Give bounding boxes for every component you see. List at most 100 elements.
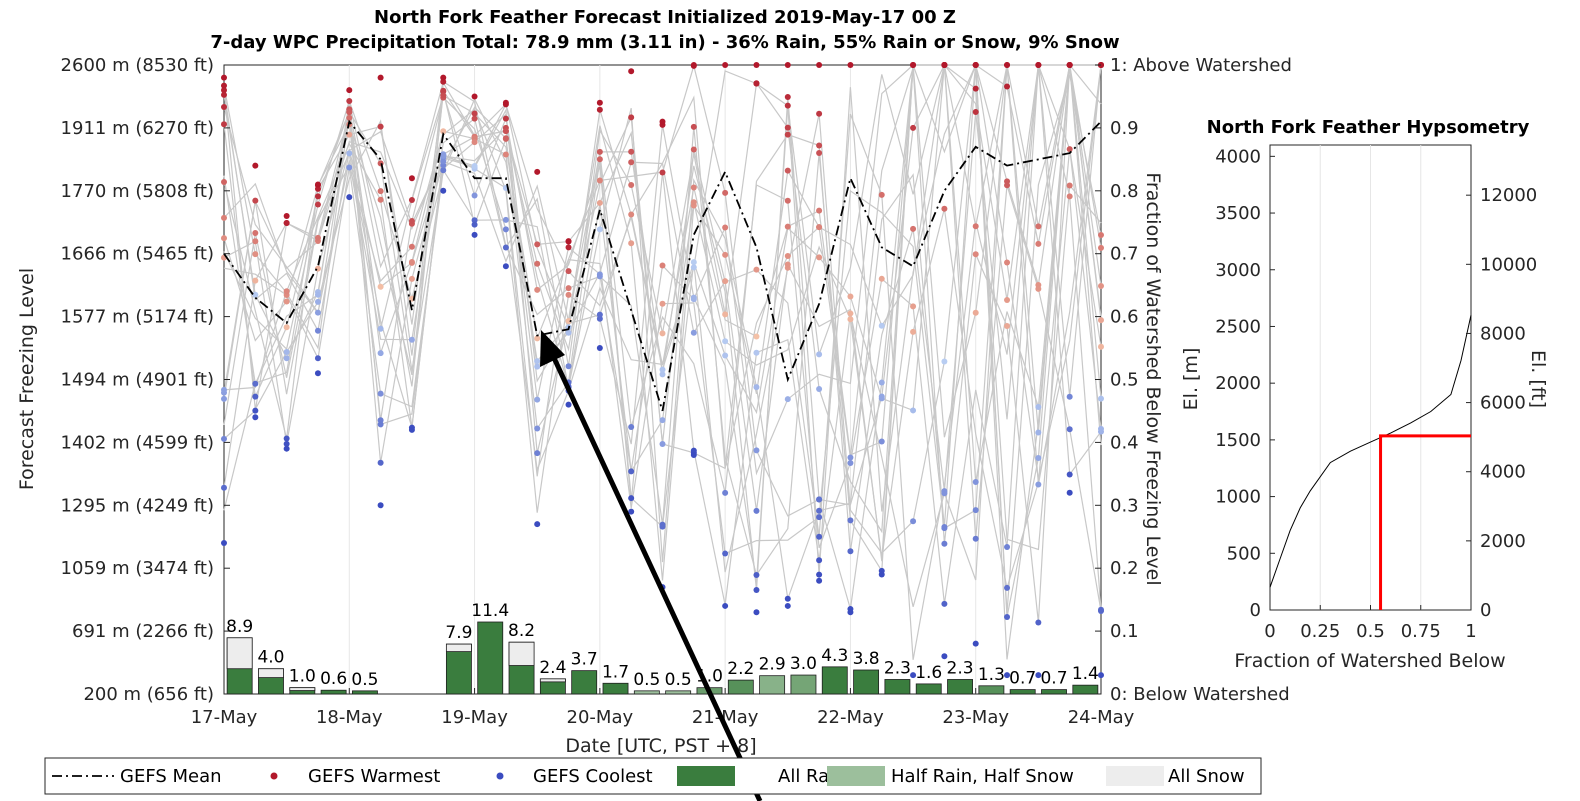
ensemble-member-point bbox=[565, 317, 572, 324]
ensemble-member-point bbox=[534, 358, 541, 365]
precip-bar-label: 1.6 bbox=[915, 663, 942, 683]
gefs-coolest-point bbox=[722, 602, 729, 609]
precip-bar bbox=[665, 690, 692, 695]
x-tick-label: 22-May bbox=[817, 707, 884, 728]
ensemble-member-point bbox=[377, 283, 384, 290]
gefs-warmest-point bbox=[502, 99, 509, 106]
ensemble-member-point bbox=[377, 325, 384, 332]
precip-bar-label: 1.4 bbox=[1072, 664, 1099, 684]
ensemble-member-point bbox=[659, 417, 666, 424]
hypsometry-x-tick-label: 1 bbox=[1465, 621, 1476, 642]
ensemble-member-point bbox=[722, 352, 729, 359]
freezing-level-plot: 8.94.01.0 0.6 0.57.911.48.22.4 3.71.7 0.5 0.5… bbox=[16, 55, 1292, 757]
gefs-coolest-point bbox=[878, 571, 885, 578]
ensemble-member-point bbox=[784, 131, 791, 138]
ensemble-member-point bbox=[408, 196, 415, 203]
ensemble-member-point bbox=[502, 151, 509, 158]
ensemble-member-point bbox=[534, 425, 541, 432]
hypsometry-grid bbox=[1319, 145, 1422, 610]
ensemble-member-point bbox=[659, 169, 666, 176]
ensemble-member-point bbox=[753, 349, 760, 356]
ensemble-member-point bbox=[1035, 619, 1042, 626]
gefs-coolest-point bbox=[972, 640, 979, 647]
ensemble-member-point bbox=[283, 440, 290, 447]
ensemble-member-point bbox=[784, 396, 791, 403]
ensemble-member-point bbox=[941, 358, 948, 365]
ensemble-member-point bbox=[722, 338, 729, 345]
ensemble-member-point bbox=[565, 268, 572, 275]
ensemble-member-point bbox=[722, 224, 729, 231]
precip-bar-snow bbox=[508, 641, 535, 666]
ensemble-member-point bbox=[847, 310, 854, 317]
ensemble-member-point bbox=[816, 207, 823, 214]
ensemble-member-point bbox=[1035, 455, 1042, 462]
ensemble-member-point bbox=[221, 87, 227, 94]
right-tick-label: 0.9 bbox=[1110, 118, 1139, 139]
hypsometry-curve bbox=[1269, 314, 1472, 610]
left-tick-label: 1577 m (5174 ft) bbox=[61, 307, 214, 328]
ensemble-member-point bbox=[221, 386, 227, 393]
ensemble-member-point bbox=[910, 124, 917, 131]
ensemble-member-point bbox=[847, 454, 854, 461]
ensemble-member-point bbox=[784, 124, 791, 131]
ensemble-member-point bbox=[1098, 232, 1104, 239]
gefs-coolest-point bbox=[534, 521, 541, 528]
hypsometry-x-tick-label: 0.25 bbox=[1300, 621, 1340, 642]
ensemble-member-point bbox=[816, 557, 823, 564]
gefs-coolest-point bbox=[1066, 489, 1073, 496]
ensemble-member-point bbox=[910, 62, 917, 68]
ensemble-member-point bbox=[878, 191, 885, 198]
gefs-coolest-point bbox=[784, 602, 791, 609]
ensemble-member-point bbox=[346, 98, 353, 105]
hypsometry-x-label: Fraction of Watershed Below bbox=[1234, 650, 1505, 672]
ensemble-member-point bbox=[1035, 285, 1042, 292]
left-tick-label: 1666 m (5465 ft) bbox=[61, 244, 214, 265]
ensemble-member-point bbox=[377, 417, 384, 424]
ensemble-member-point bbox=[972, 251, 979, 258]
precip-bar-label: 3.0 bbox=[790, 654, 817, 674]
x-tick-label: 20-May bbox=[567, 707, 634, 728]
hypsometry-title: North Fork Feather Hypsometry bbox=[1207, 117, 1530, 138]
ensemble-member-point bbox=[722, 550, 729, 557]
ensemble-member-point bbox=[565, 285, 572, 292]
ensemble-member-point bbox=[1004, 259, 1011, 266]
ensemble-member-point bbox=[722, 489, 729, 496]
ensemble-member-point bbox=[847, 460, 854, 467]
gefs-coolest-point bbox=[847, 609, 854, 616]
ensemble-member-point bbox=[972, 85, 979, 92]
x-tick-label: 19-May bbox=[441, 707, 508, 728]
ensemble-member-line bbox=[223, 106, 1102, 589]
precip-bar bbox=[853, 669, 880, 695]
ensemble-member-point bbox=[377, 459, 384, 466]
chart-subtitle: 7-day WPC Precipitation Total: 78.9 mm (… bbox=[210, 32, 1119, 53]
precip-bar bbox=[1041, 689, 1067, 695]
gefs-mean-line bbox=[223, 119, 1102, 412]
ensemble-member-point bbox=[878, 438, 885, 445]
ensemble-member-point bbox=[1004, 544, 1011, 551]
hypsometry-y-tick-right-label: 12000 bbox=[1480, 185, 1537, 206]
gefs-coolest-point bbox=[1035, 672, 1042, 679]
gefs-coolest-point bbox=[1004, 672, 1011, 679]
ensemble-member-point bbox=[346, 150, 353, 157]
ensemble-member-point bbox=[628, 114, 635, 121]
y-axis-label-left: Forecast Freezing Level bbox=[16, 268, 38, 490]
precip-bar-label: 1.3 bbox=[978, 665, 1005, 685]
ensemble-member-point bbox=[440, 152, 447, 159]
x-tick-label: 21-May bbox=[692, 707, 759, 728]
ensemble-member-point bbox=[753, 571, 760, 578]
ensemble-member-point bbox=[972, 62, 979, 68]
ensemble-member-point bbox=[816, 533, 823, 540]
x-axis-label: Date [UTC, PST + 8] bbox=[565, 735, 756, 757]
ensemble-member-point bbox=[1004, 613, 1011, 620]
hypsometry-y-tick-right-label: 0 bbox=[1480, 600, 1491, 621]
ensemble-member-point bbox=[314, 298, 321, 305]
precip-bar bbox=[978, 685, 1005, 695]
ensemble-member-point bbox=[596, 177, 603, 184]
ensemble-member-point bbox=[753, 80, 760, 87]
ensemble-member-point bbox=[440, 167, 447, 174]
ensemble-member-point bbox=[753, 447, 760, 454]
ensemble-member-point bbox=[314, 193, 321, 200]
x-tick-label: 23-May bbox=[942, 707, 1009, 728]
right-axis-ticks: 0: Below Watershed 0.1 0.2 0.3 0.4 0.5 0.6 0.7 0… bbox=[1095, 55, 1292, 705]
ensemble-member-point bbox=[440, 128, 447, 135]
